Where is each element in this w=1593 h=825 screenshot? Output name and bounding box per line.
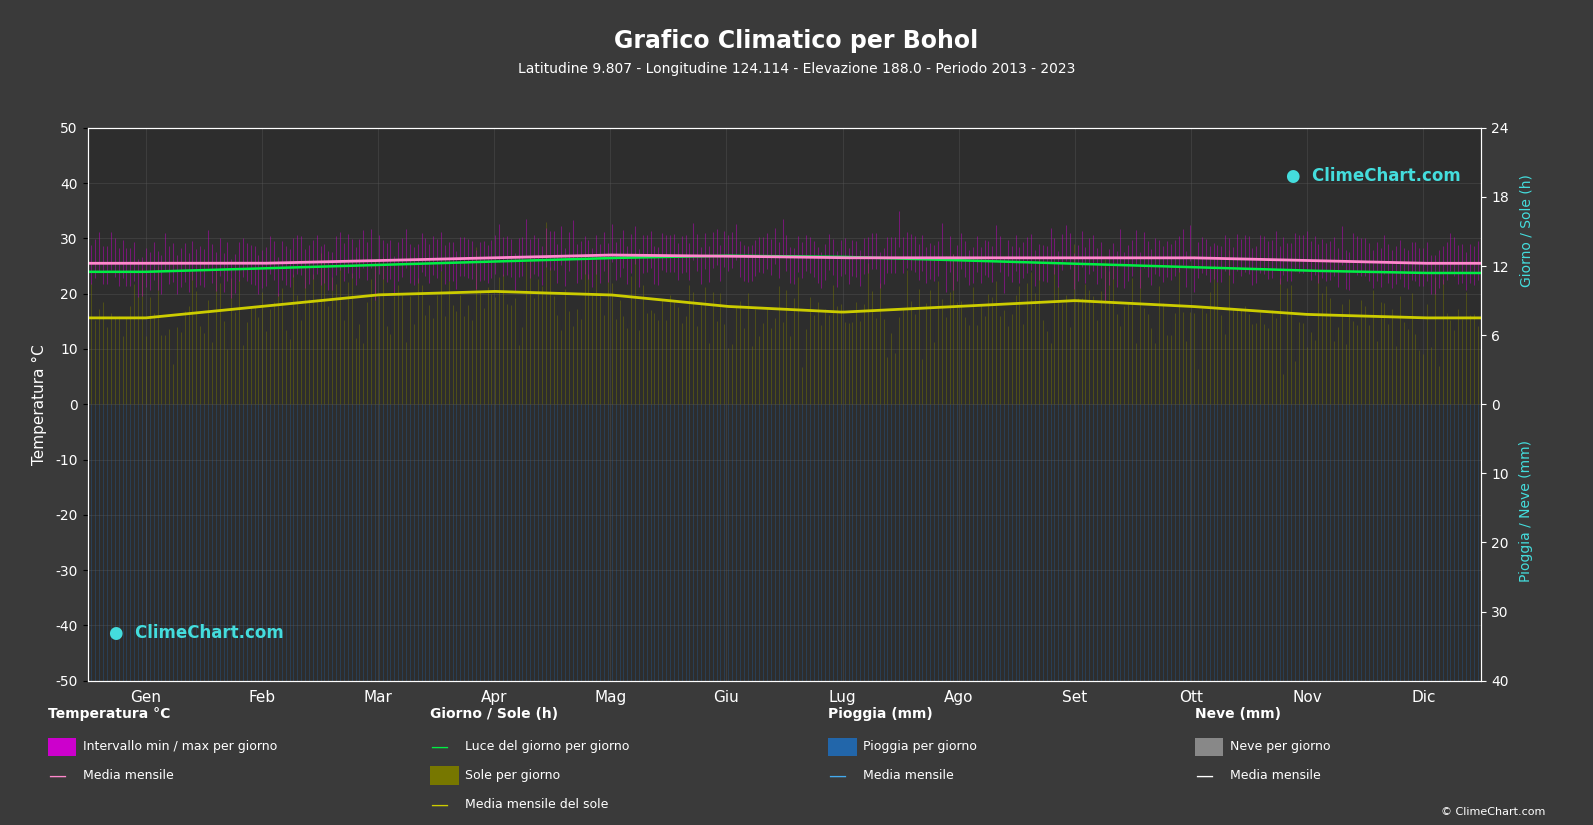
Text: —: —: [828, 766, 846, 785]
Text: Neve (mm): Neve (mm): [1195, 707, 1281, 720]
Text: Media mensile: Media mensile: [1230, 769, 1321, 782]
Text: Intervallo min / max per giorno: Intervallo min / max per giorno: [83, 740, 277, 753]
Text: —: —: [48, 766, 65, 785]
Text: —: —: [430, 738, 448, 756]
Text: Giorno / Sole (h): Giorno / Sole (h): [430, 707, 558, 720]
Text: Giorno / Sole (h): Giorno / Sole (h): [1520, 175, 1532, 287]
Text: Temperatura °C: Temperatura °C: [48, 707, 170, 720]
Text: Latitudine 9.807 - Longitudine 124.114 - Elevazione 188.0 - Periodo 2013 - 2023: Latitudine 9.807 - Longitudine 124.114 -…: [518, 62, 1075, 76]
Text: —: —: [430, 795, 448, 813]
Text: Pioggia / Neve (mm): Pioggia / Neve (mm): [1520, 441, 1532, 582]
Text: Pioggia (mm): Pioggia (mm): [828, 707, 933, 720]
Text: Luce del giorno per giorno: Luce del giorno per giorno: [465, 740, 629, 753]
Text: Sole per giorno: Sole per giorno: [465, 769, 561, 782]
Text: —: —: [1195, 766, 1212, 785]
Text: ●  ClimeChart.com: ● ClimeChart.com: [108, 624, 284, 642]
Text: © ClimeChart.com: © ClimeChart.com: [1440, 807, 1545, 817]
Text: ●  ClimeChart.com: ● ClimeChart.com: [1286, 167, 1461, 185]
Text: Neve per giorno: Neve per giorno: [1230, 740, 1330, 753]
Text: Pioggia per giorno: Pioggia per giorno: [863, 740, 977, 753]
Text: Media mensile del sole: Media mensile del sole: [465, 798, 609, 811]
Y-axis label: Temperatura °C: Temperatura °C: [32, 344, 48, 464]
Text: Media mensile: Media mensile: [863, 769, 954, 782]
Text: Grafico Climatico per Bohol: Grafico Climatico per Bohol: [615, 29, 978, 53]
Text: Media mensile: Media mensile: [83, 769, 174, 782]
